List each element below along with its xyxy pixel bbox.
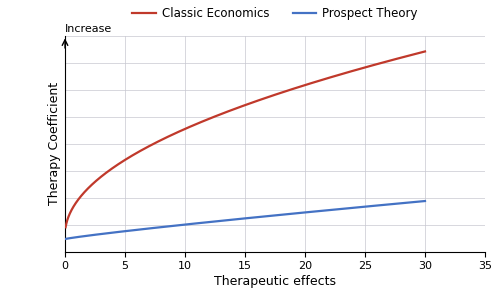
Classic Economics	[216, 113, 222, 117]
Prospect Theory	[415, 200, 421, 203]
Line: Prospect Theory: Prospect Theory	[66, 201, 425, 239]
Text: Increase: Increase	[65, 24, 112, 34]
Prospect Theory	[62, 237, 68, 241]
Legend: Classic Economics, Prospect Theory: Classic Economics, Prospect Theory	[128, 3, 422, 25]
Prospect Theory	[422, 199, 428, 203]
Classic Economics	[62, 226, 68, 229]
Classic Economics	[422, 50, 428, 53]
Classic Economics	[415, 52, 421, 55]
Classic Economics	[200, 119, 206, 123]
Classic Economics	[376, 62, 382, 65]
X-axis label: Therapeutic effects: Therapeutic effects	[214, 276, 336, 289]
Prospect Theory	[216, 219, 222, 223]
Prospect Theory	[200, 221, 206, 224]
Y-axis label: Therapy Coefficient: Therapy Coefficient	[48, 82, 61, 205]
Prospect Theory	[104, 231, 110, 235]
Line: Classic Economics: Classic Economics	[66, 52, 425, 227]
Classic Economics	[125, 156, 131, 160]
Prospect Theory	[376, 204, 382, 207]
Prospect Theory	[125, 229, 131, 233]
Classic Economics	[104, 171, 110, 174]
